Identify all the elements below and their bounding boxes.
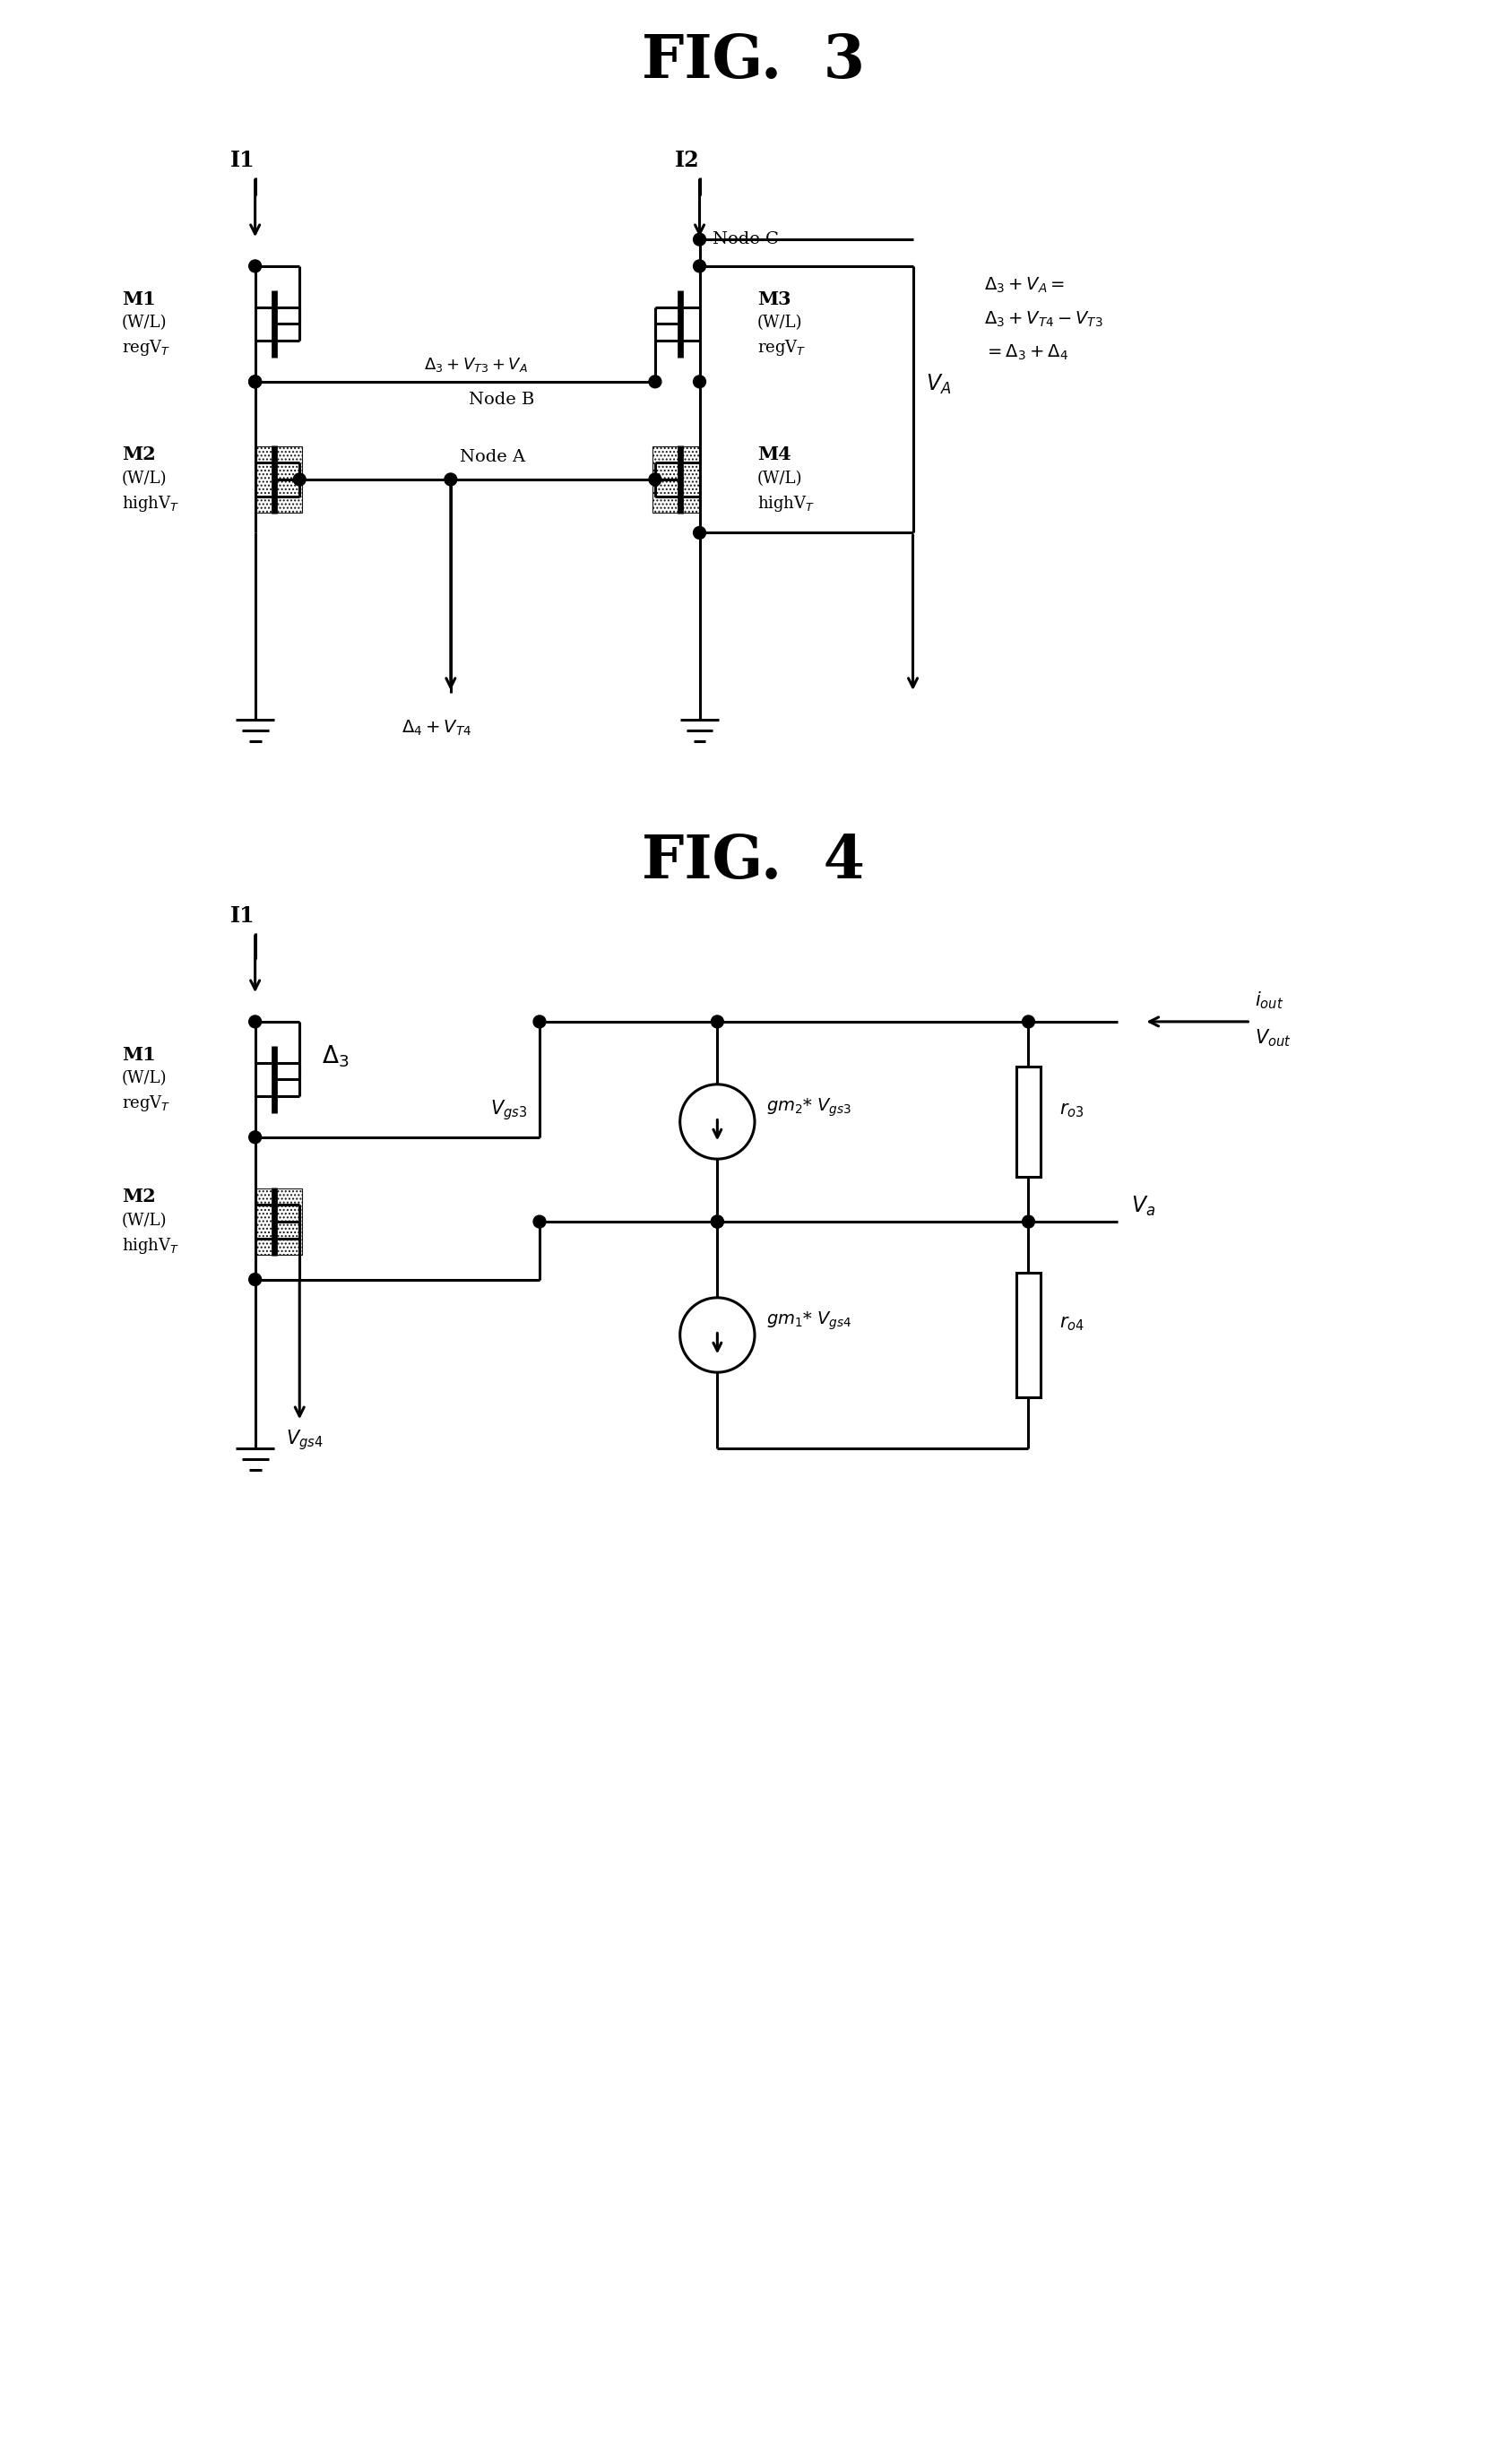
Text: $\Delta_3 + V_A =$: $\Delta_3 + V_A =$ bbox=[984, 275, 1064, 294]
Text: highV$_T$: highV$_T$ bbox=[122, 493, 180, 513]
Circle shape bbox=[249, 1274, 262, 1286]
Text: regV$_T$: regV$_T$ bbox=[122, 1094, 171, 1114]
Text: M1: M1 bbox=[122, 1045, 156, 1063]
Text: $V_{out}$: $V_{out}$ bbox=[1255, 1028, 1291, 1048]
Text: FIG.  4: FIG. 4 bbox=[641, 832, 865, 891]
Text: (W/L): (W/L) bbox=[758, 471, 803, 486]
Text: Node B: Node B bbox=[469, 390, 534, 407]
Text: (W/L): (W/L) bbox=[122, 1070, 166, 1087]
Text: FIG.  3: FIG. 3 bbox=[641, 32, 865, 91]
Circle shape bbox=[694, 375, 706, 388]
Text: $i_{out}$: $i_{out}$ bbox=[1255, 989, 1284, 1011]
Circle shape bbox=[694, 260, 706, 272]
Text: I1: I1 bbox=[230, 906, 256, 928]
Text: Node C: Node C bbox=[712, 231, 779, 248]
Circle shape bbox=[534, 1016, 546, 1028]
Text: $gm_2$* $V_{gs3}$: $gm_2$* $V_{gs3}$ bbox=[767, 1097, 851, 1119]
Bar bbox=[1016, 1067, 1040, 1175]
Bar bbox=[256, 1188, 302, 1254]
Text: M4: M4 bbox=[758, 447, 791, 464]
Circle shape bbox=[694, 528, 706, 540]
Circle shape bbox=[1022, 1016, 1034, 1028]
Text: regV$_T$: regV$_T$ bbox=[758, 339, 806, 358]
Bar bbox=[653, 447, 699, 513]
Circle shape bbox=[1022, 1215, 1034, 1227]
Text: $\Delta_4 + V_{T4}$: $\Delta_4 + V_{T4}$ bbox=[402, 719, 472, 739]
Circle shape bbox=[711, 1215, 724, 1227]
Text: (W/L): (W/L) bbox=[122, 1212, 166, 1229]
Text: (W/L): (W/L) bbox=[122, 314, 166, 331]
Text: $V_{gs4}$: $V_{gs4}$ bbox=[286, 1428, 324, 1453]
Circle shape bbox=[249, 375, 262, 388]
Text: regV$_T$: regV$_T$ bbox=[122, 339, 171, 358]
Circle shape bbox=[711, 1215, 724, 1227]
Text: $\Delta_3$: $\Delta_3$ bbox=[322, 1043, 349, 1070]
Circle shape bbox=[249, 375, 262, 388]
Text: $gm_1$* $V_{gs4}$: $gm_1$* $V_{gs4}$ bbox=[767, 1310, 851, 1333]
Circle shape bbox=[711, 1016, 724, 1028]
Circle shape bbox=[694, 233, 706, 245]
Text: Node A: Node A bbox=[460, 449, 525, 466]
Text: $r_{o3}$: $r_{o3}$ bbox=[1060, 1102, 1084, 1119]
Text: $V_{gs3}$: $V_{gs3}$ bbox=[491, 1099, 528, 1121]
Text: M2: M2 bbox=[122, 1188, 156, 1205]
Circle shape bbox=[249, 260, 262, 272]
Text: M2: M2 bbox=[122, 447, 156, 464]
Circle shape bbox=[649, 474, 661, 486]
Text: $= \Delta_3 + \Delta_4$: $= \Delta_3 + \Delta_4$ bbox=[984, 344, 1069, 363]
Circle shape bbox=[293, 474, 305, 486]
Text: highV$_T$: highV$_T$ bbox=[122, 1237, 180, 1256]
Text: I2: I2 bbox=[674, 150, 700, 172]
Text: $r_{o4}$: $r_{o4}$ bbox=[1060, 1315, 1084, 1333]
Text: M1: M1 bbox=[122, 290, 156, 307]
Text: $V_A$: $V_A$ bbox=[927, 373, 951, 395]
Circle shape bbox=[649, 375, 661, 388]
Text: (W/L): (W/L) bbox=[758, 314, 803, 331]
Text: $V_a$: $V_a$ bbox=[1131, 1195, 1155, 1217]
Circle shape bbox=[249, 1131, 262, 1144]
Text: $\Delta_3 + V_{T3} + V_A$: $\Delta_3 + V_{T3} + V_A$ bbox=[423, 356, 528, 373]
Text: (W/L): (W/L) bbox=[122, 471, 166, 486]
Text: highV$_T$: highV$_T$ bbox=[758, 493, 815, 513]
Text: M3: M3 bbox=[758, 290, 791, 307]
Text: $\Delta_3 + V_{T4} - V_{T3}$: $\Delta_3 + V_{T4} - V_{T3}$ bbox=[984, 309, 1102, 329]
Circle shape bbox=[534, 1215, 546, 1227]
Circle shape bbox=[249, 1016, 262, 1028]
Text: I1: I1 bbox=[230, 150, 256, 172]
Circle shape bbox=[445, 474, 457, 486]
Bar bbox=[256, 447, 302, 513]
Bar bbox=[1016, 1274, 1040, 1396]
